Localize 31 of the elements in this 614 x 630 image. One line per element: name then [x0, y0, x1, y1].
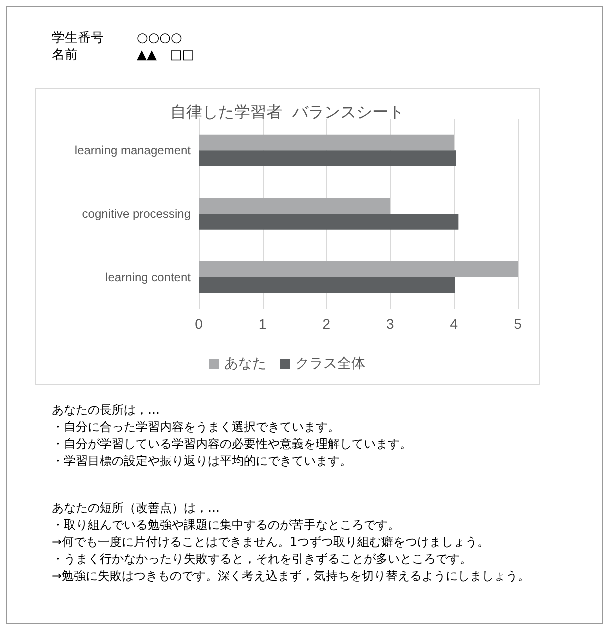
y-tick-label: cognitive processing [82, 207, 191, 221]
bar [199, 214, 459, 230]
x-tick-label: 0 [195, 316, 204, 332]
bar [199, 134, 454, 151]
text: 名前 [52, 47, 79, 64]
legend-label: あなた [224, 356, 266, 372]
text: ・学習目標の設定や振り返りは平均的にできています。 [52, 453, 353, 470]
x-tick-label: 5 [514, 316, 522, 332]
x-tick-label: 3 [386, 316, 394, 332]
text: ○○○○ [137, 30, 184, 47]
bar [199, 150, 456, 166]
text: ・うまく行かなかったり失敗すると，それを引きずることが多いところです。 [52, 551, 473, 568]
legend-label: クラス全体 [296, 356, 366, 372]
text: ・自分が学習している学習内容の必要性や意義を理解しています。 [52, 436, 413, 453]
text: ▲▲ □□ [137, 47, 195, 64]
x-tick-label: 1 [258, 316, 267, 332]
bar [199, 277, 456, 294]
x-tick-label: 4 [450, 316, 458, 332]
text: あなたの短所（改善点）は，… [52, 500, 221, 517]
chart-title: 自律した学習者 バランスシート [170, 102, 405, 122]
text: あなたの長所は，… [52, 402, 161, 419]
text: ・取り組んでいる勉強や課題に集中するのが苦手なところです。 [52, 517, 401, 534]
text: 学生番号 [52, 30, 105, 47]
text: →勉強に失敗はつきものです。深く考え込まず，気持ちを切り替えるようにしましょう。 [52, 568, 530, 585]
bar [199, 262, 518, 278]
text: →何でも一度に片付けることはできません。1つずつ取り組む癖をつけましょう。 [52, 534, 491, 551]
bar [199, 198, 390, 214]
y-tick-label: learning content [106, 270, 192, 284]
text: ・自分に合った学習内容をうまく選択できています。 [52, 419, 341, 436]
x-tick-label: 2 [322, 316, 331, 332]
y-tick-label: learning management [74, 144, 192, 158]
